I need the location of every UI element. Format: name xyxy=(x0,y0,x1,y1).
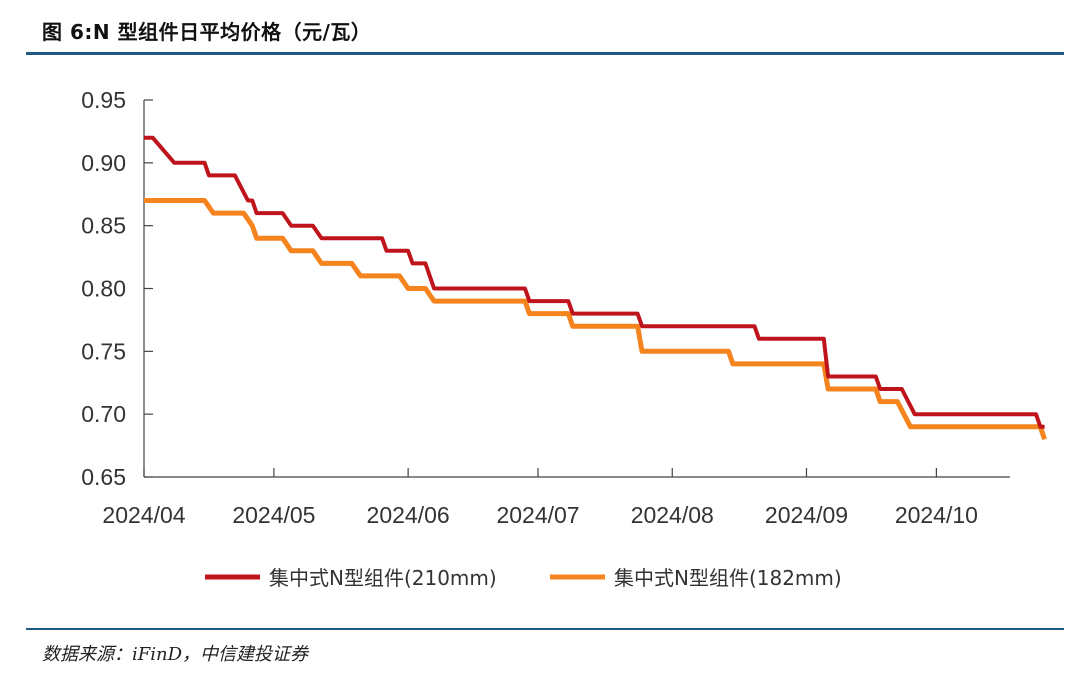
bottom-rule xyxy=(26,628,1064,630)
chart-axes: 0.95 0.90 0.85 0.80 0.75 0.70 0.65 2024/04 2024/… xyxy=(81,87,1010,528)
x-tick-label: 2024/07 xyxy=(496,502,579,528)
y-tick-label: 0.70 xyxy=(81,401,126,427)
series-line-2 xyxy=(144,198,1047,441)
x-tick-label: 2024/10 xyxy=(895,502,978,528)
series-line-1 xyxy=(144,135,1045,429)
source-note: 数据来源：iFinD，中信建投证券 xyxy=(42,644,309,665)
x-tick-label: 2024/09 xyxy=(765,502,848,528)
x-tick-label: 2024/06 xyxy=(367,502,450,528)
y-tick-label: 0.90 xyxy=(81,150,126,176)
chart-legend: 集中式N型组件(210mm) 集中式N型组件(182mm) xyxy=(205,566,842,590)
legend-label-1: 集中式N型组件(210mm) xyxy=(269,566,497,590)
legend-label-2: 集中式N型组件(182mm) xyxy=(614,566,842,590)
y-tick-label: 0.75 xyxy=(81,338,126,364)
y-tick-label: 0.85 xyxy=(81,213,126,239)
top-rule xyxy=(26,52,1064,55)
x-tick-label: 2024/08 xyxy=(631,502,714,528)
chart-series xyxy=(144,135,1047,441)
line-chart: 0.95 0.90 0.85 0.80 0.75 0.70 0.65 2024/04 2024/… xyxy=(81,87,1047,590)
figure-title: 图 6:N 型组件日平均价格（元/瓦） xyxy=(42,20,372,44)
x-tick-label: 2024/04 xyxy=(102,502,185,528)
y-tick-label: 0.95 xyxy=(81,87,126,113)
x-tick-label: 2024/05 xyxy=(232,502,315,528)
y-tick-label: 0.80 xyxy=(81,276,126,302)
y-tick-label: 0.65 xyxy=(81,464,126,490)
